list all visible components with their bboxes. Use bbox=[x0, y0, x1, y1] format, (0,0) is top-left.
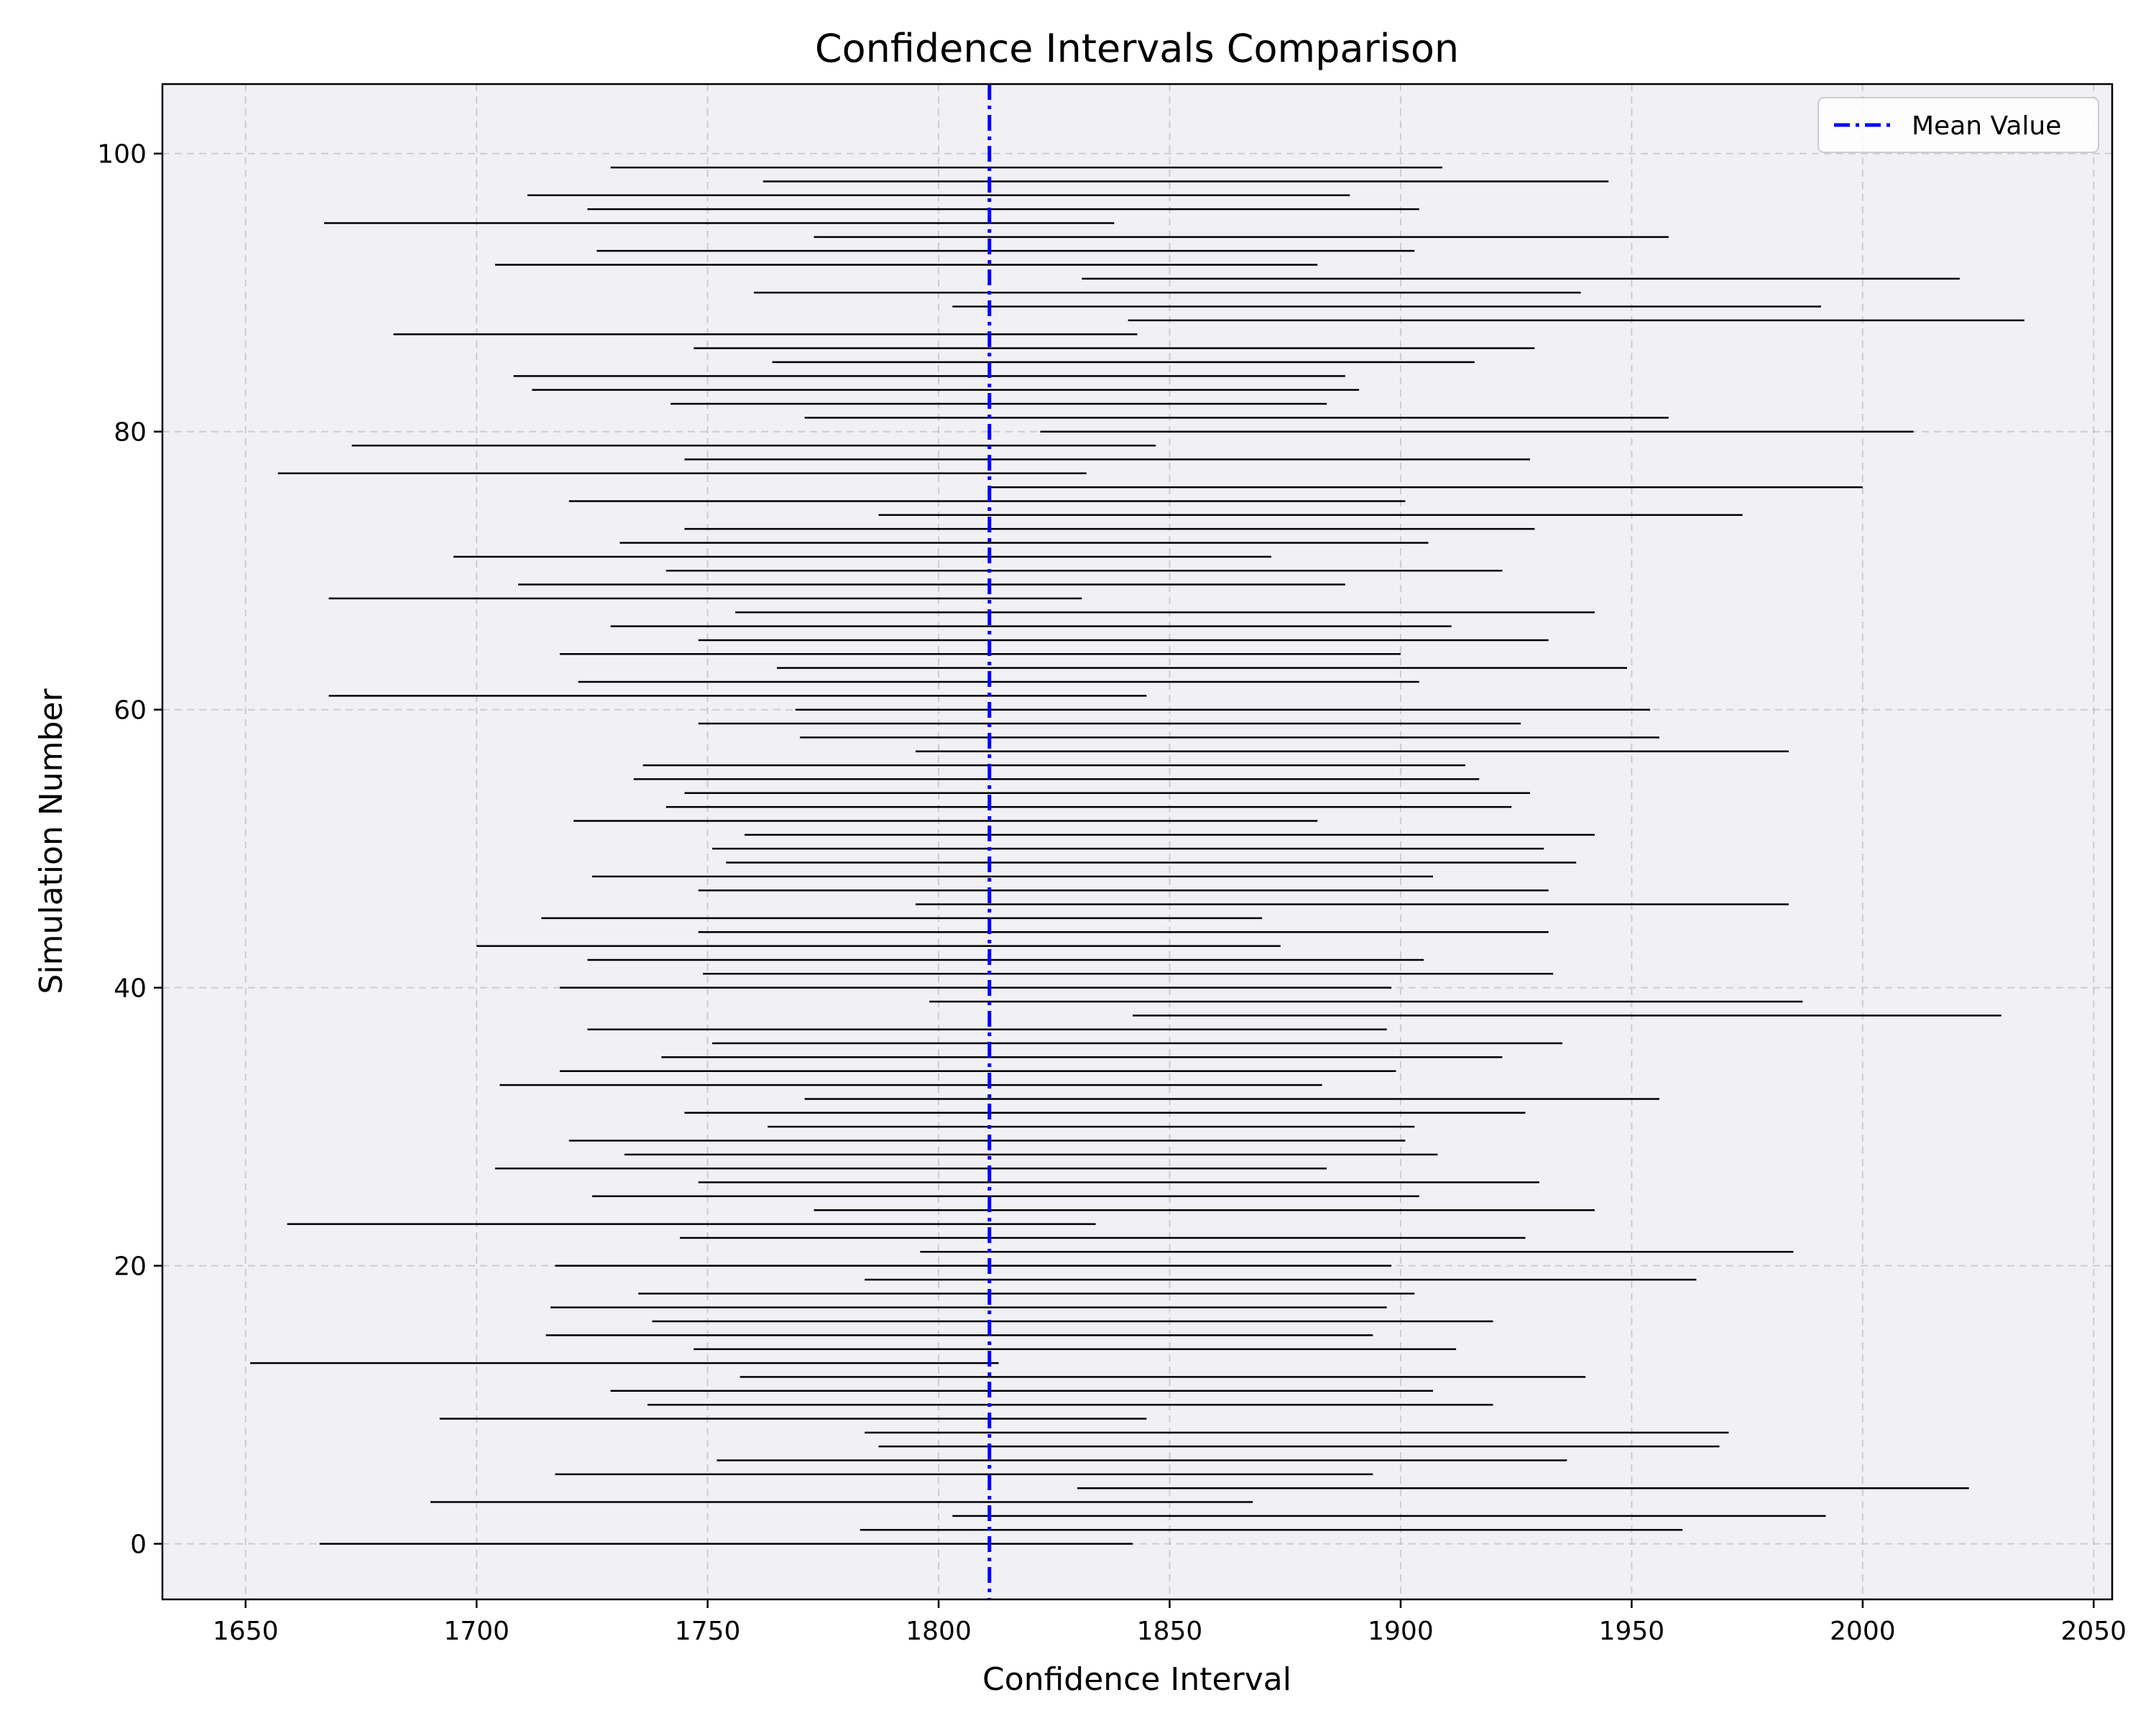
x-tick-label-2000: 2000 bbox=[1830, 1617, 1896, 1646]
x-tick-label-1900: 1900 bbox=[1368, 1617, 1434, 1646]
y-tick-label-20: 20 bbox=[114, 1252, 147, 1282]
plot-frame bbox=[161, 83, 2114, 1601]
y-tick-label-40: 40 bbox=[114, 974, 147, 1004]
y-tick-label-0: 0 bbox=[130, 1530, 147, 1560]
x-tick-label-1700: 1700 bbox=[443, 1617, 510, 1646]
x-tick-label-2050: 2050 bbox=[2060, 1617, 2127, 1646]
plot-area bbox=[162, 84, 2112, 1599]
x-tick-label-1750: 1750 bbox=[675, 1617, 741, 1646]
x-tick-label-1650: 1650 bbox=[213, 1617, 279, 1646]
y-axis-title: Simulation Number bbox=[33, 688, 70, 994]
axis-ticks: 1650 1700 1750 1800 1850 1900 1950 2000 2050 0 20 4… bbox=[97, 140, 2127, 1646]
y-tick-label-60: 60 bbox=[114, 696, 147, 726]
x-tick-label-1800: 1800 bbox=[906, 1617, 972, 1646]
x-tick-label-1850: 1850 bbox=[1137, 1617, 1203, 1646]
y-tick-label-100: 100 bbox=[97, 140, 147, 170]
grid bbox=[162, 84, 2112, 1599]
legend-box bbox=[1818, 97, 2099, 153]
legend-label-mean-value: Mean Value bbox=[1912, 111, 2061, 141]
chart-title: Confidence Intervals Comparison bbox=[815, 26, 1459, 71]
legend: Mean Value bbox=[1818, 97, 2099, 153]
x-axis-title: Confidence Interval bbox=[982, 1661, 1291, 1698]
y-tick-label-80: 80 bbox=[114, 418, 147, 448]
interval-series bbox=[250, 166, 2024, 1545]
x-tick-label-1950: 1950 bbox=[1599, 1617, 1665, 1646]
